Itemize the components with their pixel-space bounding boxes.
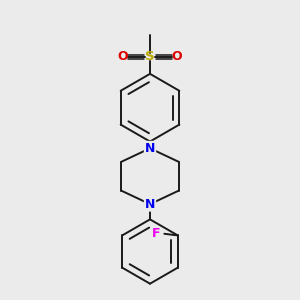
Text: N: N xyxy=(145,198,155,211)
Text: O: O xyxy=(172,50,182,63)
Text: O: O xyxy=(118,50,128,63)
Text: N: N xyxy=(145,142,155,155)
Text: F: F xyxy=(152,227,160,240)
Text: S: S xyxy=(145,50,155,63)
